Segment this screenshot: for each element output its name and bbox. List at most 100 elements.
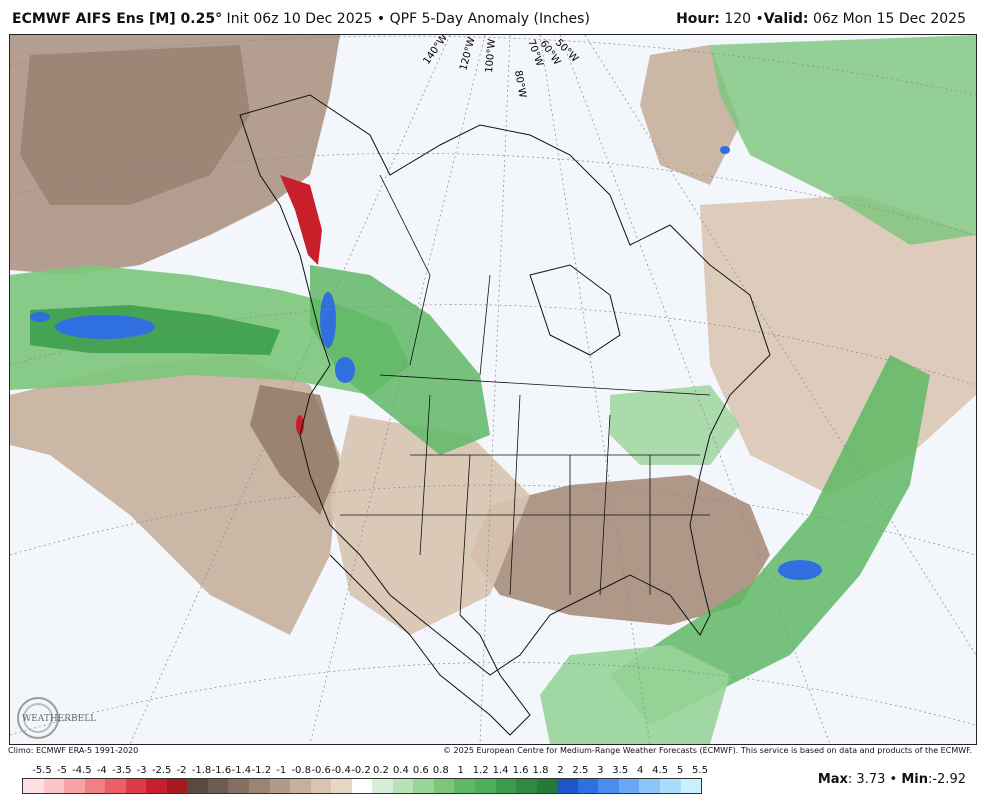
colorbar-tick-label: -1.4 bbox=[231, 765, 252, 776]
colorbar-swatch bbox=[392, 779, 414, 793]
colorbar-swatch bbox=[598, 779, 619, 793]
extreme-dry-alaska-panhandle bbox=[280, 175, 322, 265]
colorbar-tick-label: -0.4 bbox=[331, 765, 351, 776]
colorbar-tick-label: 3 bbox=[597, 765, 604, 776]
product-name: QPF 5-Day Anomaly (Inches) bbox=[389, 11, 590, 27]
valid-label: Valid: bbox=[763, 11, 809, 27]
colorbar-tick-label: 1 bbox=[457, 765, 464, 776]
svg-text:WEATHERBELL: WEATHERBELL bbox=[22, 714, 96, 724]
colorbar-swatch bbox=[166, 779, 188, 793]
copyright-note: © 2025 European Centre for Medium-Range … bbox=[443, 746, 972, 755]
colorbar-swatch bbox=[228, 779, 250, 793]
hour-label: Hour: bbox=[676, 11, 720, 27]
political-borders bbox=[340, 174, 711, 616]
title-bullet: • bbox=[372, 11, 390, 27]
chart-title: ECMWF AIFS Ens [M] 0.25° Init 06z 10 Dec… bbox=[12, 11, 590, 27]
very-wet-washington bbox=[335, 357, 355, 383]
colorbar-tick-label: 2 bbox=[557, 765, 564, 776]
colorbar-swatch bbox=[64, 779, 85, 793]
colorbar-swatch bbox=[495, 779, 517, 793]
climo-note: Climo: ECMWF ERA-5 1991-2020 bbox=[8, 746, 139, 755]
anomaly-map: 140°W 120°W 100°W 80°W 70°W 60°W 50°W bbox=[10, 35, 976, 744]
colorbar bbox=[22, 778, 702, 794]
header: ECMWF AIFS Ens [M] 0.25° Init 06z 10 Dec… bbox=[0, 0, 984, 34]
dry-anomaly-labrador bbox=[640, 45, 740, 185]
graticule bbox=[10, 35, 976, 744]
lon-label-100w: 100°W bbox=[484, 38, 498, 73]
colorbar-swatch bbox=[639, 779, 660, 793]
colorbar-swatch bbox=[331, 779, 352, 793]
colorbar-swatch bbox=[659, 779, 681, 793]
mexico-outline bbox=[329, 554, 531, 736]
colorbar-swatch bbox=[577, 779, 599, 793]
min-value: :-2.92 bbox=[927, 772, 966, 787]
colorbar-swatch bbox=[618, 779, 640, 793]
very-wet-pacific bbox=[55, 315, 155, 339]
colorbar-swatch bbox=[372, 779, 393, 793]
colorbar-swatch bbox=[23, 779, 44, 793]
wet-anomaly-atlantic-band bbox=[610, 355, 930, 725]
colorbar-tick-label: 3.5 bbox=[612, 765, 629, 776]
colorbar-tick-label: -4 bbox=[96, 765, 107, 776]
dry-anomaly-california bbox=[250, 385, 340, 515]
degree-symbol: ° bbox=[215, 11, 223, 27]
colorbar-tick-label: -0.6 bbox=[311, 765, 331, 776]
max-min-readout: Max: 3.73 • Min:-2.92 bbox=[818, 772, 966, 787]
colorbar-tick-label: 2.5 bbox=[572, 765, 589, 776]
colorbar-swatch bbox=[680, 779, 702, 793]
colorbar-swatch bbox=[413, 779, 434, 793]
colorbar-swatch bbox=[84, 779, 106, 793]
colorbar-tick-label: -1.6 bbox=[211, 765, 232, 776]
init-time: Init 06z 10 Dec 2025 bbox=[222, 11, 373, 27]
model-name: ECMWF AIFS Ens [M] 0.25 bbox=[12, 11, 216, 27]
colorbar-tick-label: 1.6 bbox=[512, 765, 529, 776]
colorbar-tick-label: -1 bbox=[276, 765, 287, 776]
wet-anomaly-pacific-northwest bbox=[310, 265, 490, 455]
colorbar-tick-label: -1.8 bbox=[191, 765, 212, 776]
very-wet-pacific-small bbox=[30, 312, 50, 322]
colorbar-swatch bbox=[43, 779, 65, 793]
lon-label-80w: 80°W bbox=[512, 70, 528, 99]
hour-value: 120 bbox=[719, 11, 756, 27]
north-america-outline bbox=[239, 94, 771, 676]
colorbar-swatch bbox=[187, 779, 208, 793]
colorbar-tick-label: 4 bbox=[636, 765, 644, 776]
colorbar-tick-label: -1.2 bbox=[251, 765, 272, 776]
colorbar-swatch bbox=[557, 779, 578, 793]
map-panel: 140°W 120°W 100°W 80°W 70°W 60°W 50°W bbox=[9, 34, 977, 745]
colorbar-swatch bbox=[310, 779, 332, 793]
colorbar-tick-label: -0.8 bbox=[291, 765, 311, 776]
colorbar-labels: -5.5 -5 -4.5 -4 -3.5 -3 -2.5 -2 -1.8 -1.6 -1.4 -1.2… bbox=[22, 765, 708, 777]
very-wet-atlantic bbox=[778, 560, 822, 580]
colorbar-tick-label: 0.8 bbox=[432, 765, 449, 776]
colorbar-tick-label: 5.5 bbox=[692, 765, 708, 776]
colorbar-tick-label: -5 bbox=[56, 765, 67, 776]
colorbar-tick-label: 0.6 bbox=[412, 765, 429, 776]
colorbar-swatch bbox=[351, 779, 373, 793]
hudson-bay-outline bbox=[529, 264, 621, 356]
very-wet-greenland bbox=[720, 146, 730, 154]
colorbar-tick-label: 1.4 bbox=[492, 765, 509, 776]
dry-anomaly-north-pacific-core bbox=[20, 45, 250, 205]
colorbar-tick-label: 1.8 bbox=[532, 765, 549, 776]
colorbar-tick-label: 4.5 bbox=[652, 765, 669, 776]
extreme-dry-california bbox=[296, 415, 304, 435]
valid-value: 06z Mon 15 Dec 2025 bbox=[808, 11, 966, 27]
min-label: Min bbox=[901, 772, 928, 787]
colorbar-swatch bbox=[290, 779, 311, 793]
colorbar-swatch bbox=[475, 779, 496, 793]
colorbar-swatch bbox=[105, 779, 126, 793]
colorbar-swatch bbox=[249, 779, 270, 793]
colorbar-swatch bbox=[269, 779, 291, 793]
very-wet-bc-coast bbox=[320, 292, 336, 348]
colorbar-tick-label: -0.2 bbox=[351, 765, 371, 776]
colorbar-tick-label: -2 bbox=[176, 765, 187, 776]
max-label: Max bbox=[817, 772, 848, 787]
colorbar-tick-label: 0.4 bbox=[392, 765, 409, 776]
colorbar-swatch bbox=[536, 779, 558, 793]
colorbar-swatch bbox=[125, 779, 147, 793]
colorbar-tick-label: 0.2 bbox=[373, 765, 389, 776]
dry-anomaly-plains bbox=[330, 415, 530, 635]
colorbar-swatch bbox=[433, 779, 455, 793]
colorbar-swatch bbox=[207, 779, 229, 793]
